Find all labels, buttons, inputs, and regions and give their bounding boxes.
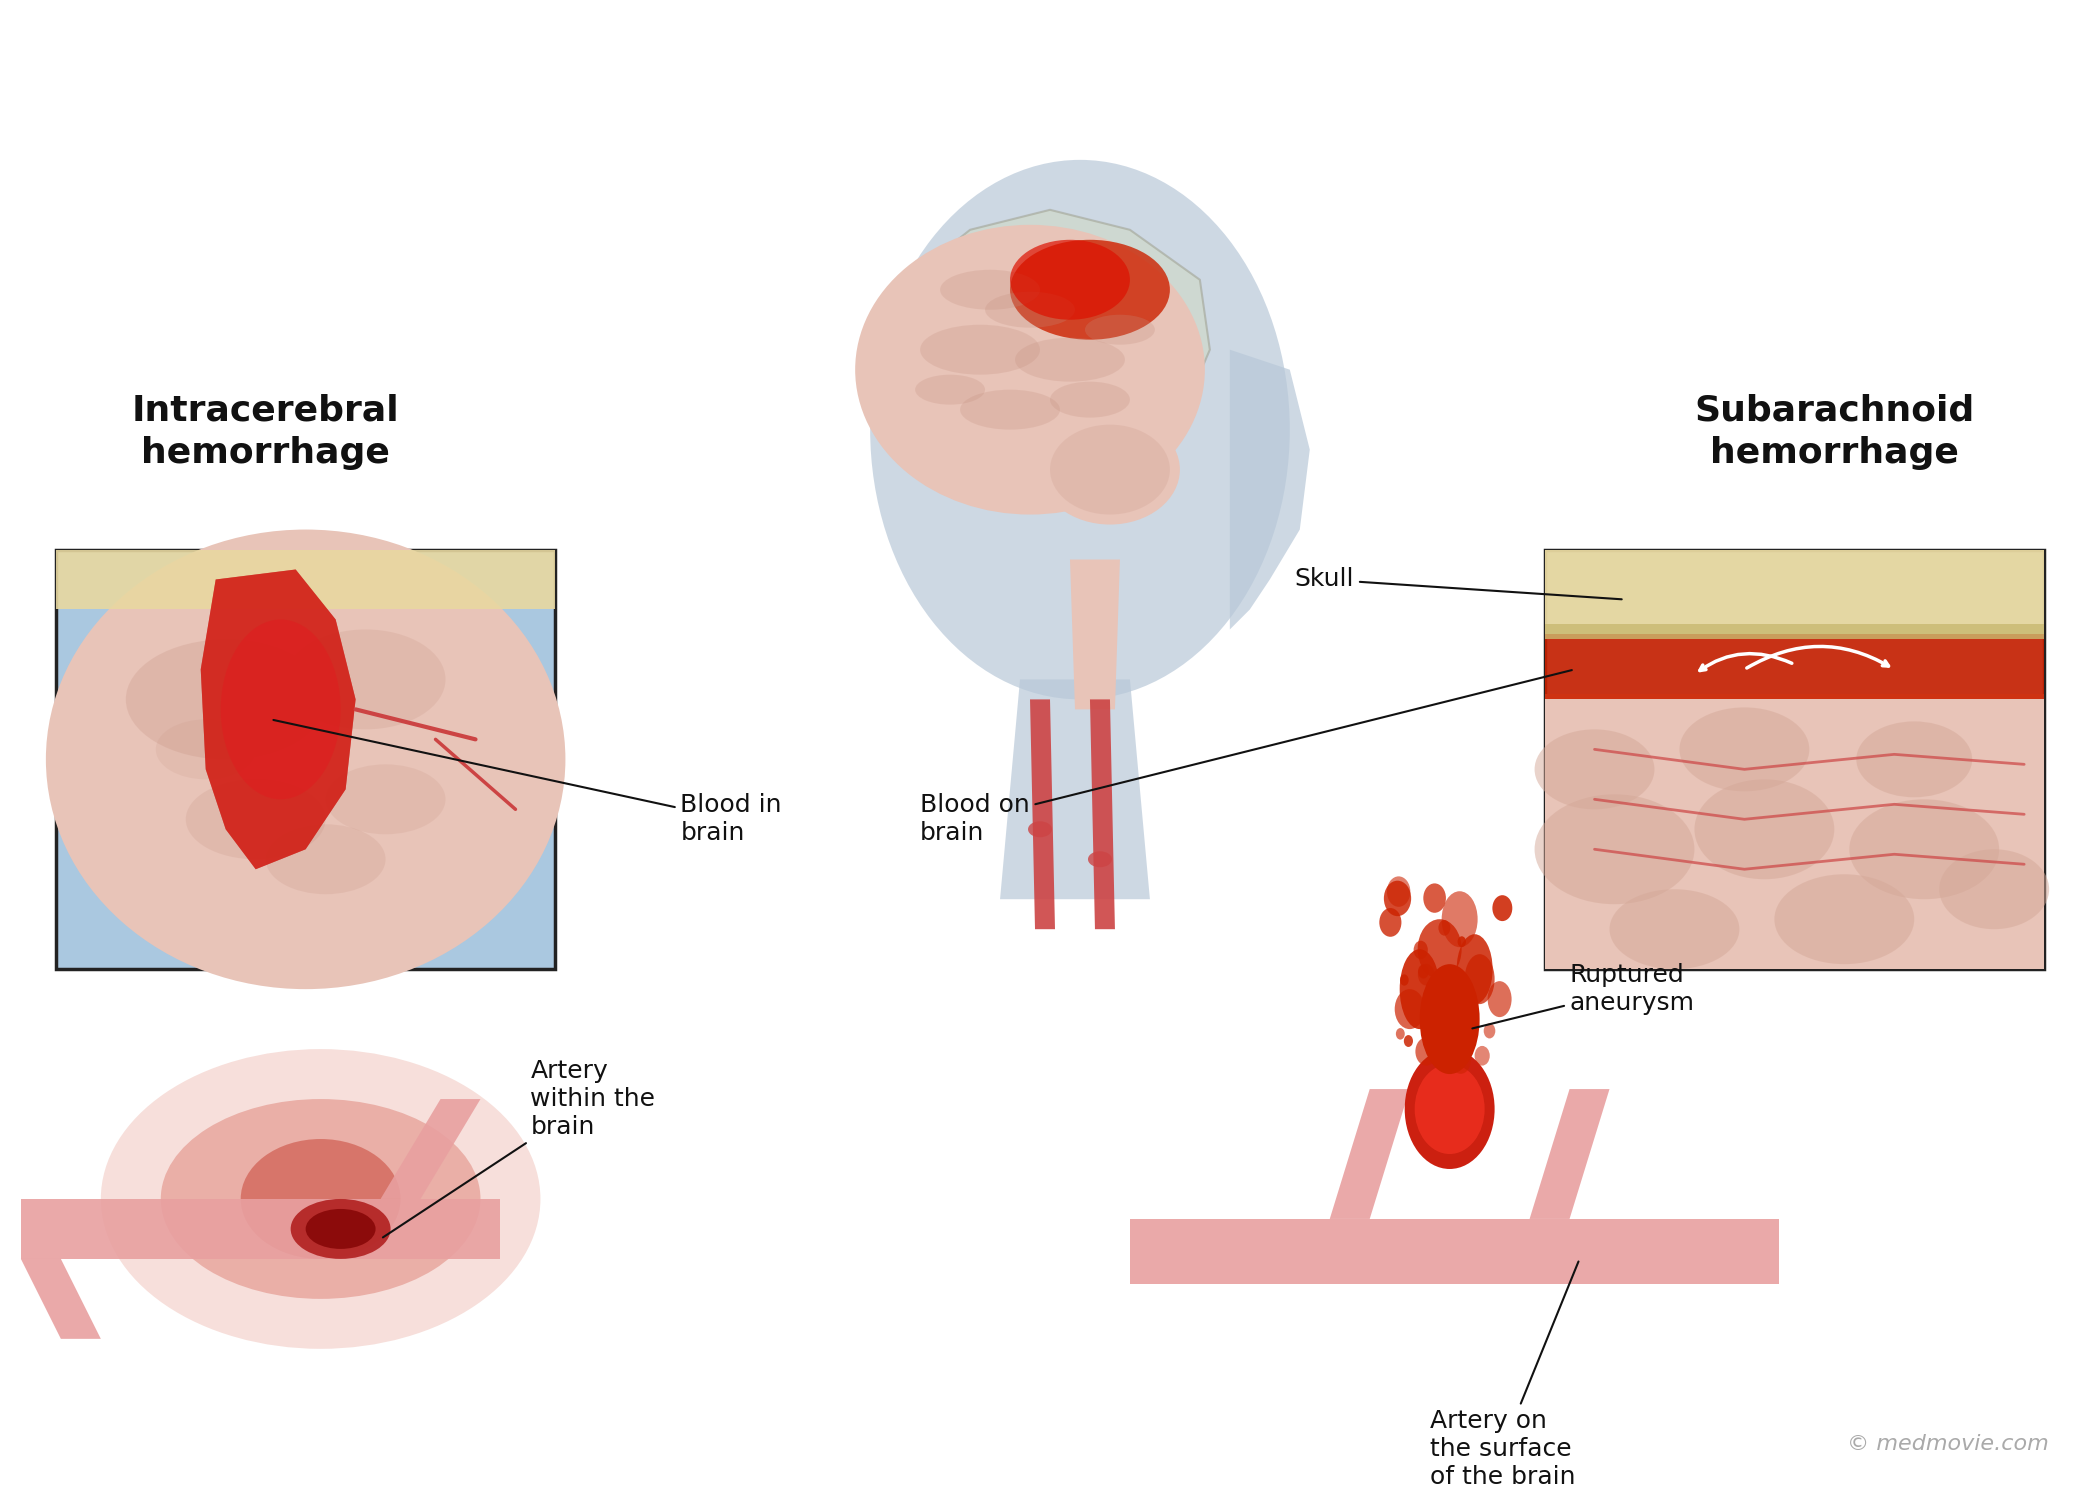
Ellipse shape — [1457, 934, 1493, 1004]
Ellipse shape — [1418, 964, 1434, 986]
Ellipse shape — [1938, 849, 2050, 928]
Polygon shape — [1029, 699, 1054, 928]
Text: Ruptured
aneurysm: Ruptured aneurysm — [1472, 963, 1695, 1029]
Ellipse shape — [1415, 1038, 1436, 1065]
Ellipse shape — [1695, 780, 1833, 879]
Ellipse shape — [1050, 424, 1170, 514]
Ellipse shape — [1088, 852, 1111, 867]
FancyBboxPatch shape — [1546, 634, 2043, 699]
Ellipse shape — [985, 291, 1075, 327]
Ellipse shape — [1415, 1064, 1485, 1154]
Ellipse shape — [1455, 1035, 1470, 1053]
Ellipse shape — [1850, 800, 1999, 898]
Ellipse shape — [126, 639, 326, 759]
Ellipse shape — [1485, 1023, 1495, 1038]
Ellipse shape — [916, 375, 985, 405]
Ellipse shape — [1418, 964, 1428, 978]
FancyBboxPatch shape — [1546, 549, 2043, 639]
Ellipse shape — [1396, 1028, 1405, 1039]
Ellipse shape — [1457, 936, 1466, 946]
Ellipse shape — [869, 160, 1289, 699]
Text: Artery on
the surface
of the brain: Artery on the surface of the brain — [1430, 1262, 1579, 1488]
Polygon shape — [21, 1198, 500, 1258]
Ellipse shape — [1443, 891, 1478, 946]
Ellipse shape — [1424, 884, 1447, 914]
Polygon shape — [1231, 350, 1310, 630]
Text: Skull: Skull — [1296, 567, 1621, 600]
Ellipse shape — [1535, 795, 1695, 904]
Ellipse shape — [1856, 722, 1972, 798]
Ellipse shape — [1535, 729, 1655, 810]
Ellipse shape — [1441, 1019, 1468, 1053]
Polygon shape — [380, 1100, 481, 1198]
Ellipse shape — [1405, 1048, 1495, 1168]
Ellipse shape — [155, 720, 256, 780]
Ellipse shape — [1424, 1005, 1449, 1036]
Ellipse shape — [1420, 964, 1480, 1074]
Ellipse shape — [101, 1048, 540, 1348]
Polygon shape — [1329, 1089, 1409, 1220]
Polygon shape — [1000, 680, 1151, 898]
Ellipse shape — [267, 825, 386, 894]
Ellipse shape — [1040, 414, 1180, 525]
Ellipse shape — [1464, 954, 1495, 1004]
Polygon shape — [901, 210, 1210, 459]
Ellipse shape — [1086, 315, 1155, 345]
Ellipse shape — [960, 390, 1060, 429]
Ellipse shape — [1774, 874, 1915, 965]
Ellipse shape — [290, 1198, 391, 1258]
Text: Subarachnoid
hemorrhage: Subarachnoid hemorrhage — [1695, 393, 1974, 470]
Polygon shape — [1529, 1089, 1609, 1220]
Ellipse shape — [1474, 1046, 1489, 1065]
Ellipse shape — [185, 780, 326, 859]
Polygon shape — [202, 570, 355, 868]
Ellipse shape — [1010, 240, 1130, 320]
Ellipse shape — [1609, 890, 1739, 969]
Ellipse shape — [1394, 988, 1424, 1029]
Polygon shape — [21, 1258, 101, 1340]
Ellipse shape — [920, 324, 1040, 375]
Text: Blood in
brain: Blood in brain — [273, 720, 781, 844]
Text: Blood on
brain: Blood on brain — [920, 670, 1573, 844]
Ellipse shape — [1050, 381, 1130, 417]
Ellipse shape — [941, 270, 1040, 309]
Ellipse shape — [1010, 240, 1170, 339]
Ellipse shape — [220, 620, 340, 800]
Text: Artery
within the
brain: Artery within the brain — [382, 1059, 655, 1238]
Polygon shape — [1090, 699, 1115, 928]
Ellipse shape — [1401, 975, 1409, 986]
Ellipse shape — [286, 630, 445, 729]
Text: © medmovie.com: © medmovie.com — [1848, 1434, 2050, 1454]
Ellipse shape — [1413, 940, 1428, 958]
Ellipse shape — [1386, 876, 1411, 908]
FancyBboxPatch shape — [1546, 624, 2043, 639]
Ellipse shape — [1380, 908, 1401, 938]
Ellipse shape — [1438, 920, 1451, 936]
FancyBboxPatch shape — [57, 549, 554, 969]
Ellipse shape — [1014, 338, 1126, 381]
Ellipse shape — [855, 225, 1205, 514]
Ellipse shape — [1029, 822, 1052, 837]
Ellipse shape — [326, 765, 445, 834]
Ellipse shape — [307, 1209, 376, 1249]
FancyBboxPatch shape — [1546, 549, 2043, 969]
Ellipse shape — [1384, 880, 1411, 916]
Polygon shape — [1071, 560, 1119, 710]
Ellipse shape — [1487, 981, 1512, 1017]
Ellipse shape — [1680, 708, 1810, 792]
Ellipse shape — [46, 530, 565, 988]
Ellipse shape — [242, 1138, 401, 1258]
Polygon shape — [202, 570, 355, 868]
Text: Intracerebral
hemorrhage: Intracerebral hemorrhage — [132, 393, 399, 470]
Ellipse shape — [1493, 896, 1512, 921]
FancyBboxPatch shape — [57, 549, 554, 609]
Ellipse shape — [1451, 1047, 1470, 1074]
Ellipse shape — [162, 1100, 481, 1299]
Ellipse shape — [1418, 920, 1462, 980]
Ellipse shape — [1401, 950, 1441, 1029]
FancyBboxPatch shape — [1546, 694, 2043, 969]
Ellipse shape — [1403, 1035, 1413, 1047]
Polygon shape — [1130, 1220, 1779, 1284]
